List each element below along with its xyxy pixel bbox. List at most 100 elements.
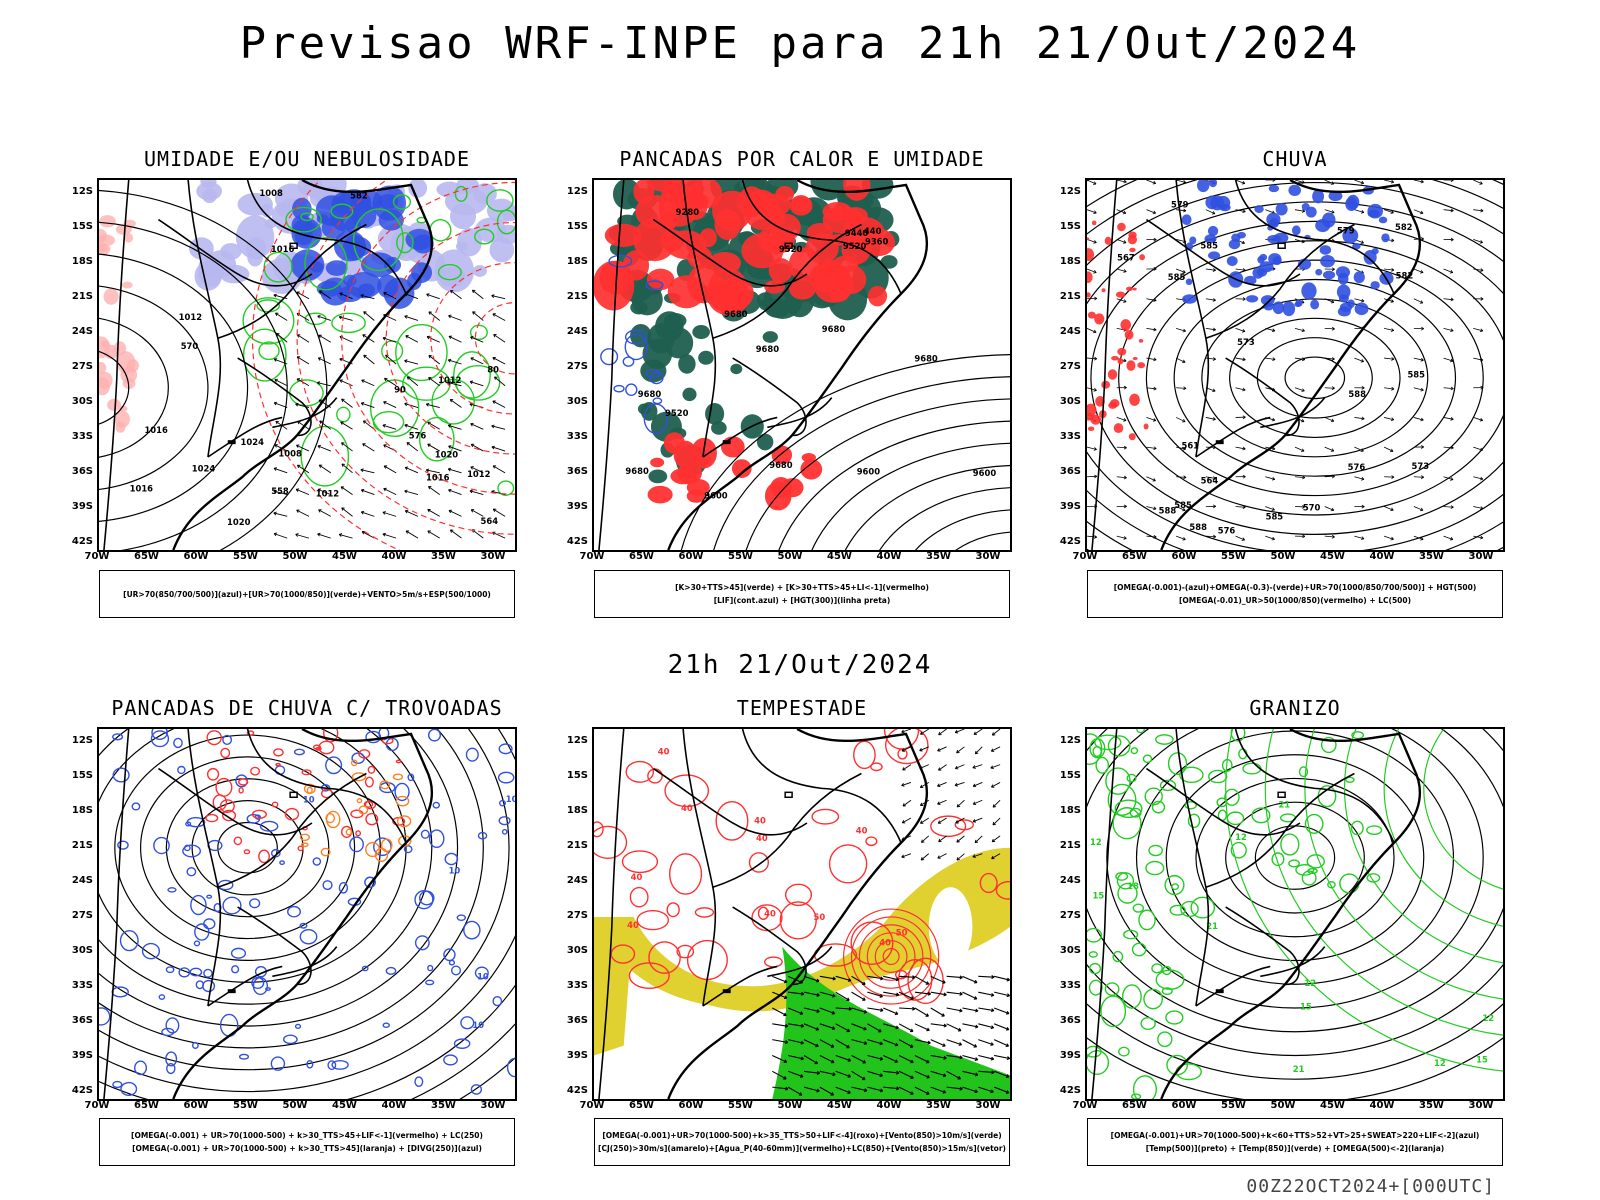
latitude-label: 42S bbox=[71, 536, 93, 547]
contour-label: 585 bbox=[1174, 500, 1192, 510]
latitude-label: 36S bbox=[1059, 466, 1081, 477]
latitude-label: 12S bbox=[1059, 735, 1081, 746]
latitude-label: 33S bbox=[71, 980, 93, 991]
contour-label: 585 bbox=[1168, 272, 1186, 282]
wind-vectors-ne bbox=[901, 729, 1001, 861]
map-borders bbox=[1091, 180, 1422, 550]
contour-label: 1016 bbox=[426, 472, 450, 482]
latitude-label: 12S bbox=[71, 186, 93, 197]
humidity-high-levels bbox=[290, 185, 434, 309]
contour-label: 576 bbox=[1348, 462, 1366, 472]
contour-label: 1016 bbox=[271, 244, 295, 254]
latitude-label: 30S bbox=[71, 396, 93, 407]
storm-red bbox=[205, 729, 406, 864]
latitude-label: 27S bbox=[71, 910, 93, 921]
contour-label: 582 bbox=[350, 190, 368, 200]
contour-label: 40 bbox=[756, 833, 768, 843]
contour-label: 21 bbox=[1293, 1064, 1305, 1074]
longitude-label: 30W bbox=[975, 1100, 1001, 1111]
contour-label: 579 bbox=[1337, 225, 1355, 235]
latitude-label: 27S bbox=[566, 910, 588, 921]
latitude-label: 15S bbox=[71, 770, 93, 781]
map-borders bbox=[598, 729, 929, 1099]
latitude-label: 33S bbox=[566, 431, 588, 442]
temp850-west bbox=[1087, 729, 1216, 1099]
longitude-label: 45W bbox=[1320, 1100, 1345, 1111]
contour-label: 576 bbox=[409, 430, 427, 440]
longitude-label: 55W bbox=[233, 551, 258, 562]
contour-label: 40 bbox=[856, 825, 868, 835]
contour-label: 10 bbox=[449, 865, 461, 875]
latitude-label: 30S bbox=[566, 396, 588, 407]
contour-label: 9680 bbox=[914, 353, 938, 363]
panel-legend: [OMEGA(-0.001) + UR>70(1000-500) + k>30_… bbox=[99, 1118, 515, 1166]
longitude-label: 40W bbox=[876, 551, 902, 562]
latitude-label: 12S bbox=[71, 735, 93, 746]
latitude-label: 27S bbox=[1059, 910, 1081, 921]
longitude-label: 70W bbox=[84, 1100, 110, 1111]
latitude-label: 39S bbox=[1059, 1050, 1081, 1061]
contour-label: 12 bbox=[1235, 832, 1247, 842]
latitude-label: 30S bbox=[1059, 396, 1081, 407]
contour-label: 564 bbox=[1201, 475, 1219, 485]
contour-label: 9680 bbox=[638, 389, 662, 399]
longitude-label: 70W bbox=[1072, 1100, 1098, 1111]
instability-red bbox=[594, 180, 895, 316]
contour-label: 9520 bbox=[779, 244, 803, 254]
map-borders bbox=[1091, 729, 1422, 1099]
longitude-label: 65W bbox=[1122, 551, 1147, 562]
longitude-label: 40W bbox=[381, 551, 407, 562]
longitude-label: 35W bbox=[926, 1100, 951, 1111]
contour-label: 573 bbox=[1237, 337, 1255, 347]
longitude-label: 45W bbox=[332, 1100, 357, 1111]
latitude-label: 24S bbox=[71, 875, 93, 886]
legend-line: [OMEGA(-0.001) + UR>70(1000-500) + k>30_… bbox=[131, 1131, 483, 1140]
contour-label: 9680 bbox=[724, 309, 748, 319]
latitude-label: 39S bbox=[71, 1050, 93, 1061]
map-borders bbox=[103, 180, 434, 550]
contour-label: 9600 bbox=[704, 491, 728, 501]
contour-label: 582 bbox=[1395, 222, 1413, 232]
contour-label: 561 bbox=[1181, 440, 1199, 450]
legend-line: [OMEGA(-0.001) + UR>70(1000-500) + k>30_… bbox=[132, 1144, 482, 1153]
latitude-label: 42S bbox=[566, 1085, 588, 1096]
longitude-label: 35W bbox=[1419, 1100, 1444, 1111]
temp850-central bbox=[1208, 729, 1383, 894]
latitude-label: 18S bbox=[1059, 805, 1081, 816]
contour-label: 579 bbox=[1171, 199, 1189, 209]
latitude-label: 27S bbox=[71, 361, 93, 372]
latitude-label: 30S bbox=[566, 945, 588, 956]
latitude-label: 21S bbox=[1059, 840, 1081, 851]
latitude-label: 24S bbox=[566, 326, 588, 337]
latitude-label: 24S bbox=[1059, 326, 1081, 337]
latitude-label: 12S bbox=[566, 186, 588, 197]
storm-orange bbox=[299, 759, 412, 862]
panel-title: PANCADAS POR CALOR E UMIDADE bbox=[619, 147, 985, 171]
contour-label: 1012 bbox=[316, 488, 340, 498]
latitude-label: 21S bbox=[1059, 291, 1081, 302]
lifted-index-contours bbox=[600, 254, 669, 434]
latitude-label: 39S bbox=[566, 1050, 588, 1061]
contour-label: 558 bbox=[271, 486, 289, 496]
contour-label: 582 bbox=[1396, 271, 1414, 281]
latitude-label: 21S bbox=[71, 291, 93, 302]
figure-title: Previsao WRF-INPE para 21h 21/Out/2024 bbox=[239, 18, 1361, 69]
legend-line: [OMEGA(-0.01)_UR>50(1000/850)(vermelho) … bbox=[1178, 596, 1412, 605]
latitude-label: 42S bbox=[1059, 1085, 1081, 1096]
contour-label: 10 bbox=[477, 972, 489, 982]
panel-contour-labels: 1012 1008 1016 1020 1024 1016 1012 1012 1016 1020… bbox=[130, 188, 500, 527]
legend-line: [CJ(250)>30m/s](amarelo)+[Agua_P(40-60mm… bbox=[598, 1144, 1006, 1153]
latitude-label: 36S bbox=[566, 466, 588, 477]
latitude-label: 33S bbox=[1059, 980, 1081, 991]
latitude-label: 24S bbox=[1059, 875, 1081, 886]
latitude-label: 39S bbox=[1059, 501, 1081, 512]
contour-label: 9680 bbox=[822, 324, 846, 334]
latitude-label: 30S bbox=[1059, 945, 1081, 956]
contour-label: 10 bbox=[506, 794, 515, 804]
contour-label: 1016 bbox=[130, 484, 154, 494]
longitude-label: 35W bbox=[1419, 551, 1444, 562]
longitude-label: 45W bbox=[1320, 551, 1345, 562]
panel-contour-labels: 50 50 40 40 40 40 40 40 40 40 40 bbox=[627, 747, 907, 948]
latitude-label: 12S bbox=[1059, 186, 1081, 197]
contour-label: 50 bbox=[814, 912, 826, 922]
